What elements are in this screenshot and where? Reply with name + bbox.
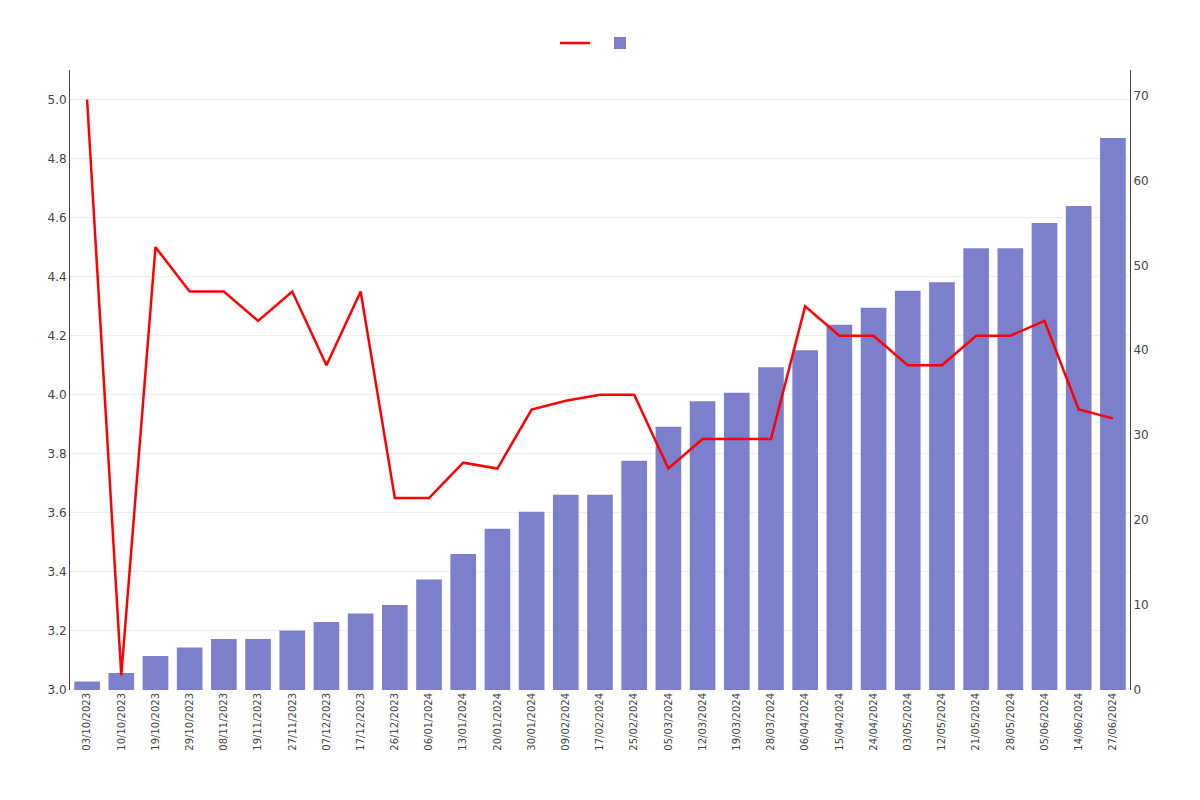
svg-text:4.8: 4.8 [48, 152, 67, 166]
svg-text:12/03/2024: 12/03/2024 [697, 693, 708, 751]
svg-text:40: 40 [1133, 343, 1148, 357]
svg-text:4.4: 4.4 [48, 270, 67, 284]
svg-text:14/06/2024: 14/06/2024 [1073, 693, 1084, 751]
svg-text:17/12/2023: 17/12/2023 [355, 693, 366, 751]
svg-text:3.2: 3.2 [48, 624, 67, 638]
svg-text:10/10/2023: 10/10/2023 [116, 693, 127, 751]
svg-text:08/11/2023: 08/11/2023 [218, 693, 229, 751]
svg-text:70: 70 [1133, 89, 1148, 103]
svg-text:15/04/2024: 15/04/2024 [834, 693, 845, 751]
svg-text:21/05/2024: 21/05/2024 [970, 693, 981, 751]
svg-text:28/05/2024: 28/05/2024 [1005, 693, 1016, 751]
svg-text:13/01/2024: 13/01/2024 [457, 693, 468, 751]
svg-text:09/02/2024: 09/02/2024 [560, 693, 571, 751]
svg-text:19/10/2023: 19/10/2023 [150, 693, 161, 751]
svg-text:06/01/2024: 06/01/2024 [423, 693, 434, 751]
svg-text:20: 20 [1133, 513, 1148, 527]
svg-text:29/10/2023: 29/10/2023 [184, 693, 195, 751]
svg-text:24/04/2024: 24/04/2024 [868, 693, 879, 751]
svg-text:26/12/2023: 26/12/2023 [389, 693, 400, 751]
svg-text:30: 30 [1133, 428, 1148, 442]
svg-text:30/01/2024: 30/01/2024 [526, 693, 537, 751]
svg-text:03/10/2023: 03/10/2023 [81, 693, 92, 751]
svg-text:07/12/2023: 07/12/2023 [321, 693, 332, 751]
svg-text:4.0: 4.0 [48, 388, 67, 402]
svg-text:0: 0 [1133, 683, 1141, 697]
svg-text:06/04/2024: 06/04/2024 [799, 693, 810, 751]
svg-text:50: 50 [1133, 259, 1148, 273]
svg-text:3.6: 3.6 [48, 506, 67, 520]
svg-text:4.2: 4.2 [48, 329, 67, 343]
svg-text:25/02/2024: 25/02/2024 [628, 693, 639, 751]
svg-text:19/03/2024: 19/03/2024 [731, 693, 742, 751]
svg-text:3.0: 3.0 [48, 683, 67, 697]
svg-text:03/05/2024: 03/05/2024 [902, 693, 913, 751]
svg-text:10: 10 [1133, 598, 1148, 612]
svg-text:60: 60 [1133, 174, 1148, 188]
svg-text:19/11/2023: 19/11/2023 [252, 693, 263, 751]
svg-text:17/02/2024: 17/02/2024 [594, 693, 605, 751]
svg-text:27/06/2024: 27/06/2024 [1107, 693, 1118, 751]
svg-text:28/03/2024: 28/03/2024 [765, 693, 776, 751]
svg-text:3.8: 3.8 [48, 447, 67, 461]
svg-text:4.6: 4.6 [48, 211, 67, 225]
svg-text:3.4: 3.4 [48, 565, 67, 579]
svg-text:20/01/2024: 20/01/2024 [492, 693, 503, 751]
svg-text:5.0: 5.0 [48, 93, 67, 107]
svg-text:05/03/2024: 05/03/2024 [663, 693, 674, 751]
svg-text:27/11/2023: 27/11/2023 [287, 693, 298, 751]
svg-text:05/06/2024: 05/06/2024 [1039, 693, 1050, 751]
svg-text:12/05/2024: 12/05/2024 [936, 693, 947, 751]
